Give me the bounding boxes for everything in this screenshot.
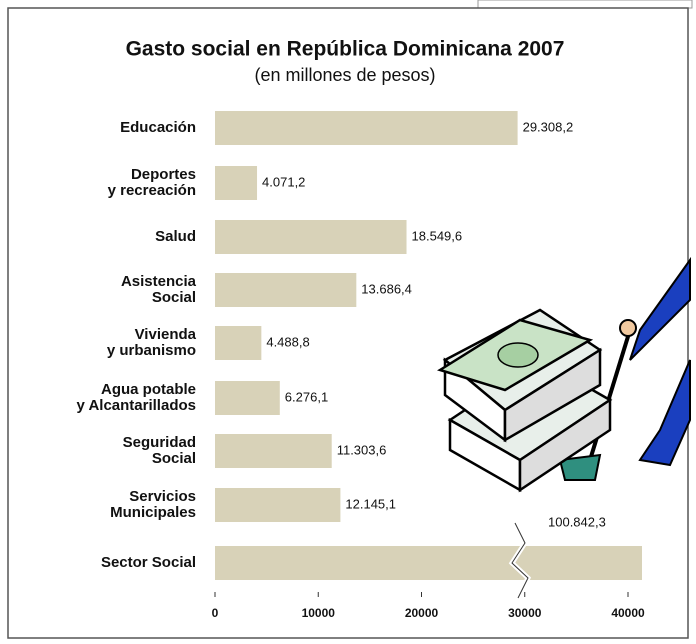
category-label: Deportes y recreación: [107, 166, 196, 199]
x-tick-label: 0: [212, 606, 219, 620]
bar: [215, 546, 642, 580]
category-label: Seguridad Social: [122, 434, 196, 467]
category-label: Servicios Municipales: [110, 488, 196, 521]
value-label: 4.071,2: [262, 174, 305, 189]
clipart: [437, 256, 691, 493]
x-tick-label: 30000: [508, 606, 542, 620]
category-label: Salud: [155, 228, 196, 245]
bar: [215, 381, 280, 415]
frame-tab: [477, 0, 693, 9]
bar: [215, 220, 407, 254]
value-label: 6.276,1: [285, 389, 328, 404]
category-label: Asistencia Social: [120, 273, 196, 306]
value-label: 29.308,2: [523, 119, 574, 134]
bar: [215, 111, 518, 145]
bars: [215, 111, 642, 580]
bar: [215, 326, 262, 360]
bar: [215, 488, 341, 522]
value-label: 100.842,3: [548, 514, 606, 529]
category-label: Sector Social: [100, 554, 196, 571]
chart-title: Gasto social en República Dominicana 200…: [126, 38, 565, 61]
value-label: 12.145,1: [345, 496, 396, 511]
category-label: Agua potable y Alcantarillados: [76, 381, 197, 414]
bar: [215, 166, 258, 200]
axis-break: [511, 522, 529, 599]
chart-subtitle: (en millones de pesos): [254, 65, 435, 85]
bar: [215, 434, 332, 468]
bar: [215, 273, 357, 307]
value-label: 13.686,4: [361, 281, 412, 296]
value-label: 11.303,6: [337, 442, 387, 457]
category-label: Vivienda y urbanismo: [106, 326, 196, 359]
category-label: Educación: [120, 119, 196, 136]
x-tick-label: 10000: [302, 606, 336, 620]
frame: [7, 7, 689, 639]
x-tick-label: 40000: [611, 606, 645, 620]
value-label: 18.549,6: [412, 228, 463, 243]
value-label: 4.488,8: [266, 334, 309, 349]
x-tick-label: 20000: [405, 606, 439, 620]
